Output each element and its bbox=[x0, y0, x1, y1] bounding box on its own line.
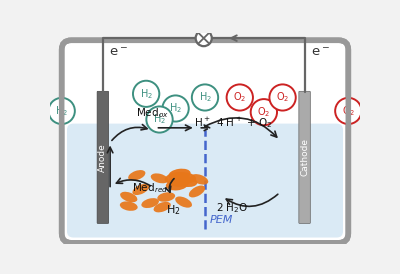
Ellipse shape bbox=[128, 170, 146, 181]
Ellipse shape bbox=[154, 202, 171, 212]
Ellipse shape bbox=[166, 179, 188, 190]
Ellipse shape bbox=[168, 176, 191, 187]
Text: H$_2$: H$_2$ bbox=[166, 203, 180, 217]
Ellipse shape bbox=[141, 198, 159, 208]
Ellipse shape bbox=[168, 169, 191, 180]
Text: H$_2$: H$_2$ bbox=[198, 91, 212, 104]
Text: O$_2$: O$_2$ bbox=[276, 91, 289, 104]
Circle shape bbox=[227, 84, 253, 111]
Circle shape bbox=[192, 84, 218, 111]
Text: H$_2$: H$_2$ bbox=[55, 104, 68, 118]
Text: e$^-$: e$^-$ bbox=[109, 46, 128, 59]
Text: O$_2$: O$_2$ bbox=[233, 91, 246, 104]
Text: 4 H$^+$ + O$_2$: 4 H$^+$ + O$_2$ bbox=[216, 115, 272, 130]
Text: H$_2$: H$_2$ bbox=[153, 113, 166, 126]
Text: 2 H$_2$O: 2 H$_2$O bbox=[216, 201, 248, 215]
Circle shape bbox=[196, 30, 212, 46]
Text: e$^-$: e$^-$ bbox=[311, 46, 330, 59]
Ellipse shape bbox=[175, 196, 192, 208]
FancyBboxPatch shape bbox=[62, 40, 348, 243]
Text: H$_2$: H$_2$ bbox=[140, 87, 153, 101]
Circle shape bbox=[251, 99, 277, 125]
Text: H$_2$: H$_2$ bbox=[169, 102, 182, 115]
Circle shape bbox=[133, 81, 159, 107]
Text: Anode: Anode bbox=[98, 143, 107, 172]
FancyBboxPatch shape bbox=[97, 91, 109, 223]
Ellipse shape bbox=[174, 172, 196, 183]
Circle shape bbox=[335, 98, 362, 124]
Text: H$^+$: H$^+$ bbox=[194, 116, 210, 129]
FancyBboxPatch shape bbox=[67, 124, 343, 238]
Text: O$_2$: O$_2$ bbox=[342, 104, 355, 118]
Ellipse shape bbox=[132, 184, 149, 195]
Ellipse shape bbox=[175, 176, 197, 187]
Circle shape bbox=[48, 98, 75, 124]
Ellipse shape bbox=[157, 192, 175, 202]
Ellipse shape bbox=[151, 173, 168, 183]
Text: Med$_{red}$: Med$_{red}$ bbox=[132, 181, 168, 195]
Circle shape bbox=[270, 84, 296, 111]
Ellipse shape bbox=[191, 174, 208, 185]
FancyBboxPatch shape bbox=[299, 91, 310, 223]
Circle shape bbox=[162, 95, 189, 122]
Circle shape bbox=[146, 106, 173, 133]
Ellipse shape bbox=[120, 201, 138, 211]
Text: PEM: PEM bbox=[209, 215, 233, 225]
Text: O$_2$: O$_2$ bbox=[257, 105, 270, 119]
Ellipse shape bbox=[120, 192, 137, 202]
Text: Med$_{ox}$: Med$_{ox}$ bbox=[136, 107, 169, 121]
Ellipse shape bbox=[189, 185, 205, 198]
Text: Cathode: Cathode bbox=[300, 138, 309, 176]
Ellipse shape bbox=[165, 172, 186, 184]
